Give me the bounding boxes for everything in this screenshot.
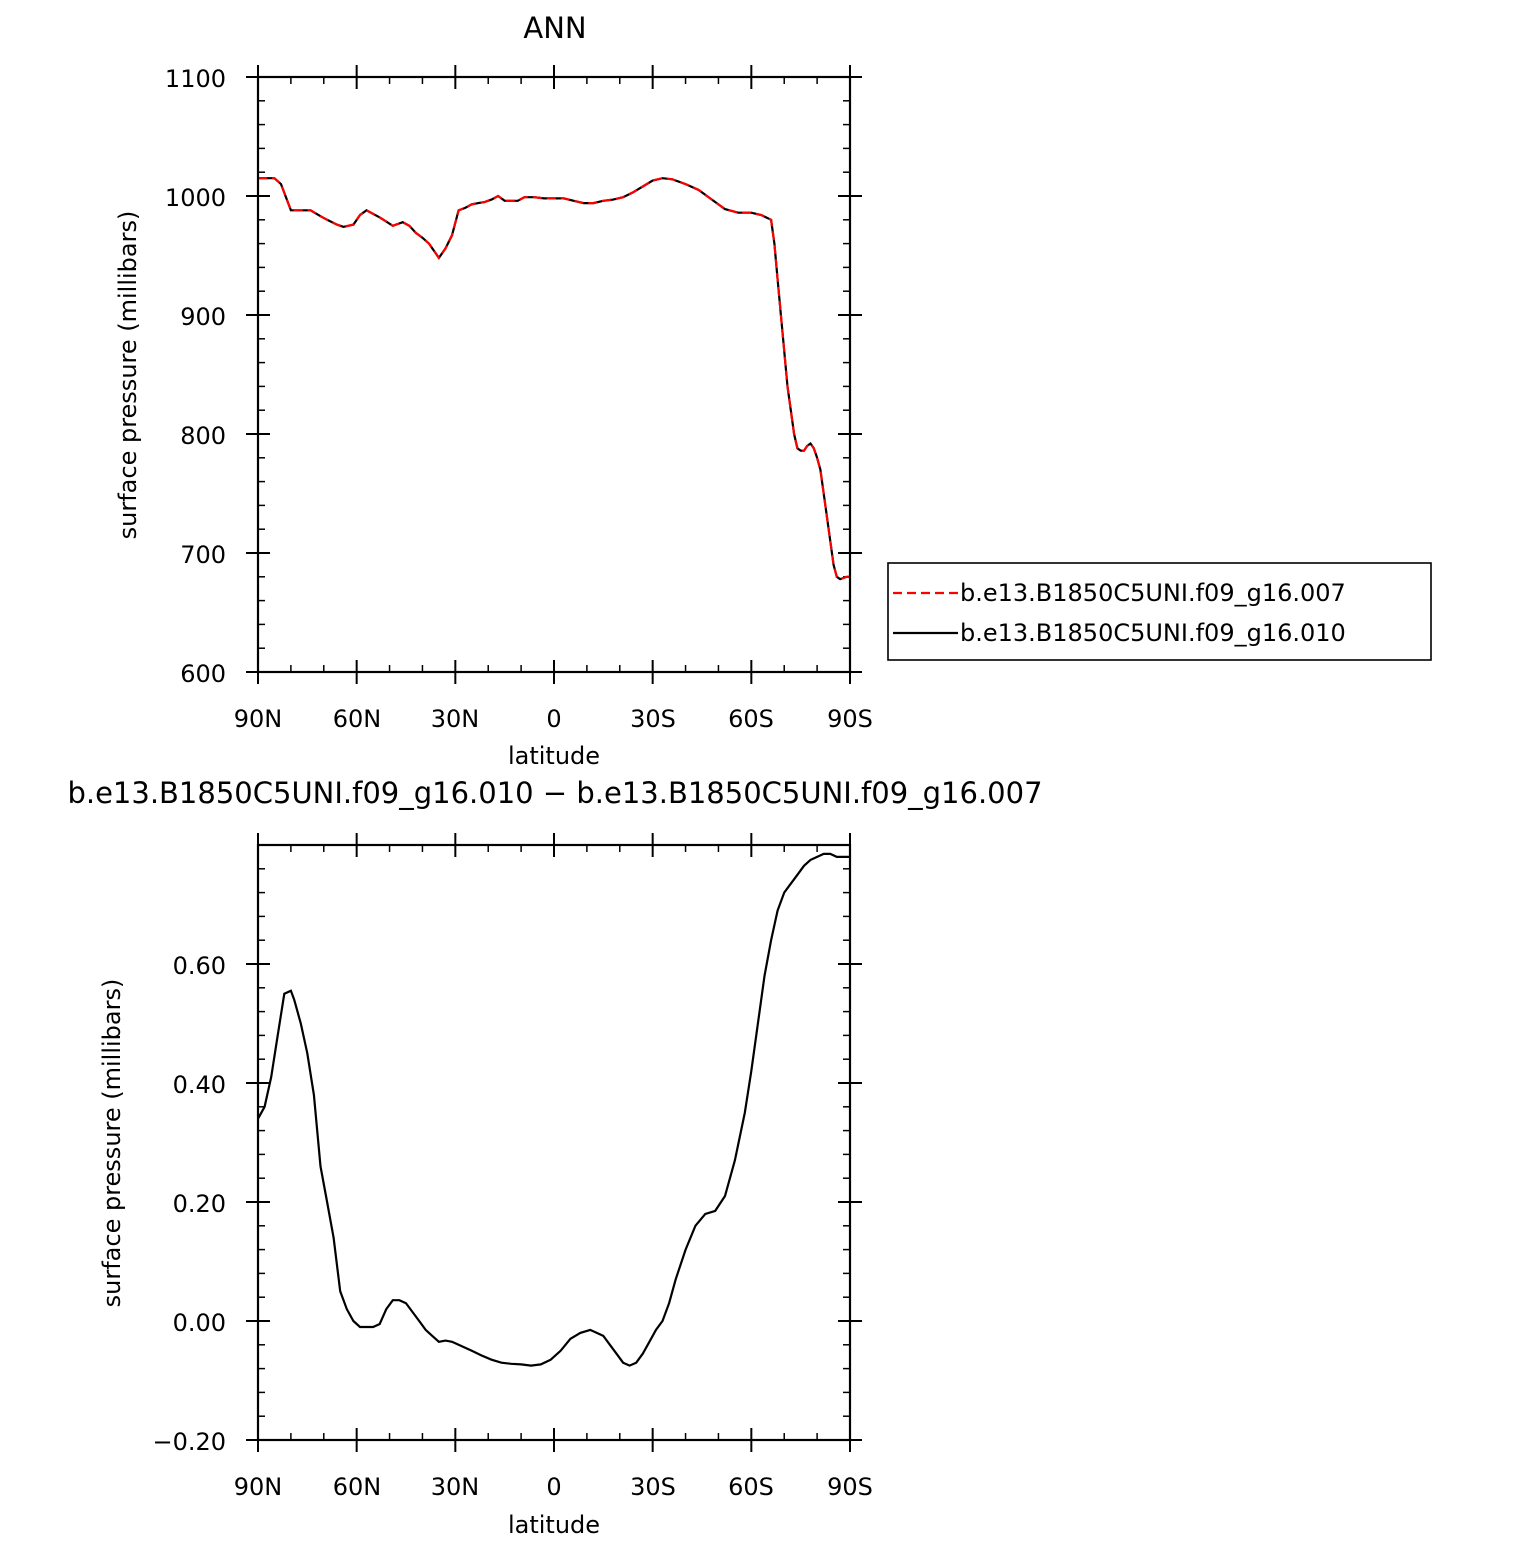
bottom-x-tick-label: 30N [431,1473,480,1501]
top-x-axis-label: latitude [508,742,600,770]
bottom-x-axis-label: latitude [508,1511,600,1539]
bottom-y-tick-label: 0.00 [173,1309,226,1337]
series-line-010 [258,177,850,581]
bottom-x-tick-label: 30S [630,1473,676,1501]
top-y-tick-labels: 600 700 800 900 1000 1100 [165,65,226,688]
top-y-tick-label: 600 [180,660,226,688]
difference-line [257,852,850,1367]
top-y-tick-label: 1000 [165,184,226,212]
bottom-y-tick-label: 0.60 [173,952,226,980]
top-x-tick-labels: 90N 60N 30N 0 30S 60S 90S [234,705,873,733]
bottom-x-tick-label: 0 [546,1473,561,1501]
bottom-x-tick-labels: 90N 60N 30N 0 30S 60S 90S [234,1473,873,1501]
bottom-minor-ticks [258,844,850,1440]
bottom-y-tick-label: 0.40 [173,1071,226,1099]
bottom-x-tick-label: 60N [333,1473,382,1501]
bottom-plot-frame [256,843,852,1442]
bottom-major-ticks [246,833,862,1452]
top-y-axis-label: surface pressure (millibars) [114,211,142,540]
top-plot-frame [256,75,852,674]
bottom-y-tick-label: −0.20 [152,1428,226,1456]
bottom-y-tick-labels: −0.20 0.00 0.20 0.40 0.60 [152,952,226,1456]
top-y-tick-label: 700 [180,541,226,569]
bottom-chart-title: b.e13.B1850C5UNI.f09_g16.010 − b.e13.B18… [67,776,1042,810]
top-chart-panel: ANN 600 700 800 900 1000 1100 90N 60N 30… [114,11,873,770]
top-y-tick-label: 1100 [165,65,226,93]
top-x-tick-label: 90S [827,705,873,733]
top-x-tick-label: 30S [630,705,676,733]
top-x-tick-label: 30N [431,705,480,733]
legend-label-007: b.e13.B1850C5UNI.f09_g16.007 [960,579,1346,607]
top-minor-ticks [258,77,850,672]
top-x-tick-label: 0 [546,705,561,733]
top-chart-title: ANN [523,11,586,45]
bottom-x-tick-label: 90S [827,1473,873,1501]
top-x-tick-label: 60S [728,705,774,733]
bottom-x-tick-label: 60S [728,1473,774,1501]
top-y-tick-label: 800 [180,422,226,450]
top-y-tick-label: 900 [180,303,226,331]
bottom-y-axis-label: surface pressure (millibars) [98,979,126,1308]
bottom-y-tick-label: 0.20 [173,1190,226,1218]
bottom-chart-panel: b.e13.B1850C5UNI.f09_g16.010 − b.e13.B18… [67,776,1042,1539]
top-major-ticks [246,65,862,684]
legend-box [887,562,1432,661]
series-line-007 [258,177,850,581]
top-x-tick-label: 90N [234,705,283,733]
top-x-tick-label: 60N [333,705,382,733]
bottom-x-tick-label: 90N [234,1473,283,1501]
legend-label-010: b.e13.B1850C5UNI.f09_g16.010 [960,619,1346,647]
legend: b.e13.B1850C5UNI.f09_g16.007 b.e13.B1850… [887,562,1432,661]
